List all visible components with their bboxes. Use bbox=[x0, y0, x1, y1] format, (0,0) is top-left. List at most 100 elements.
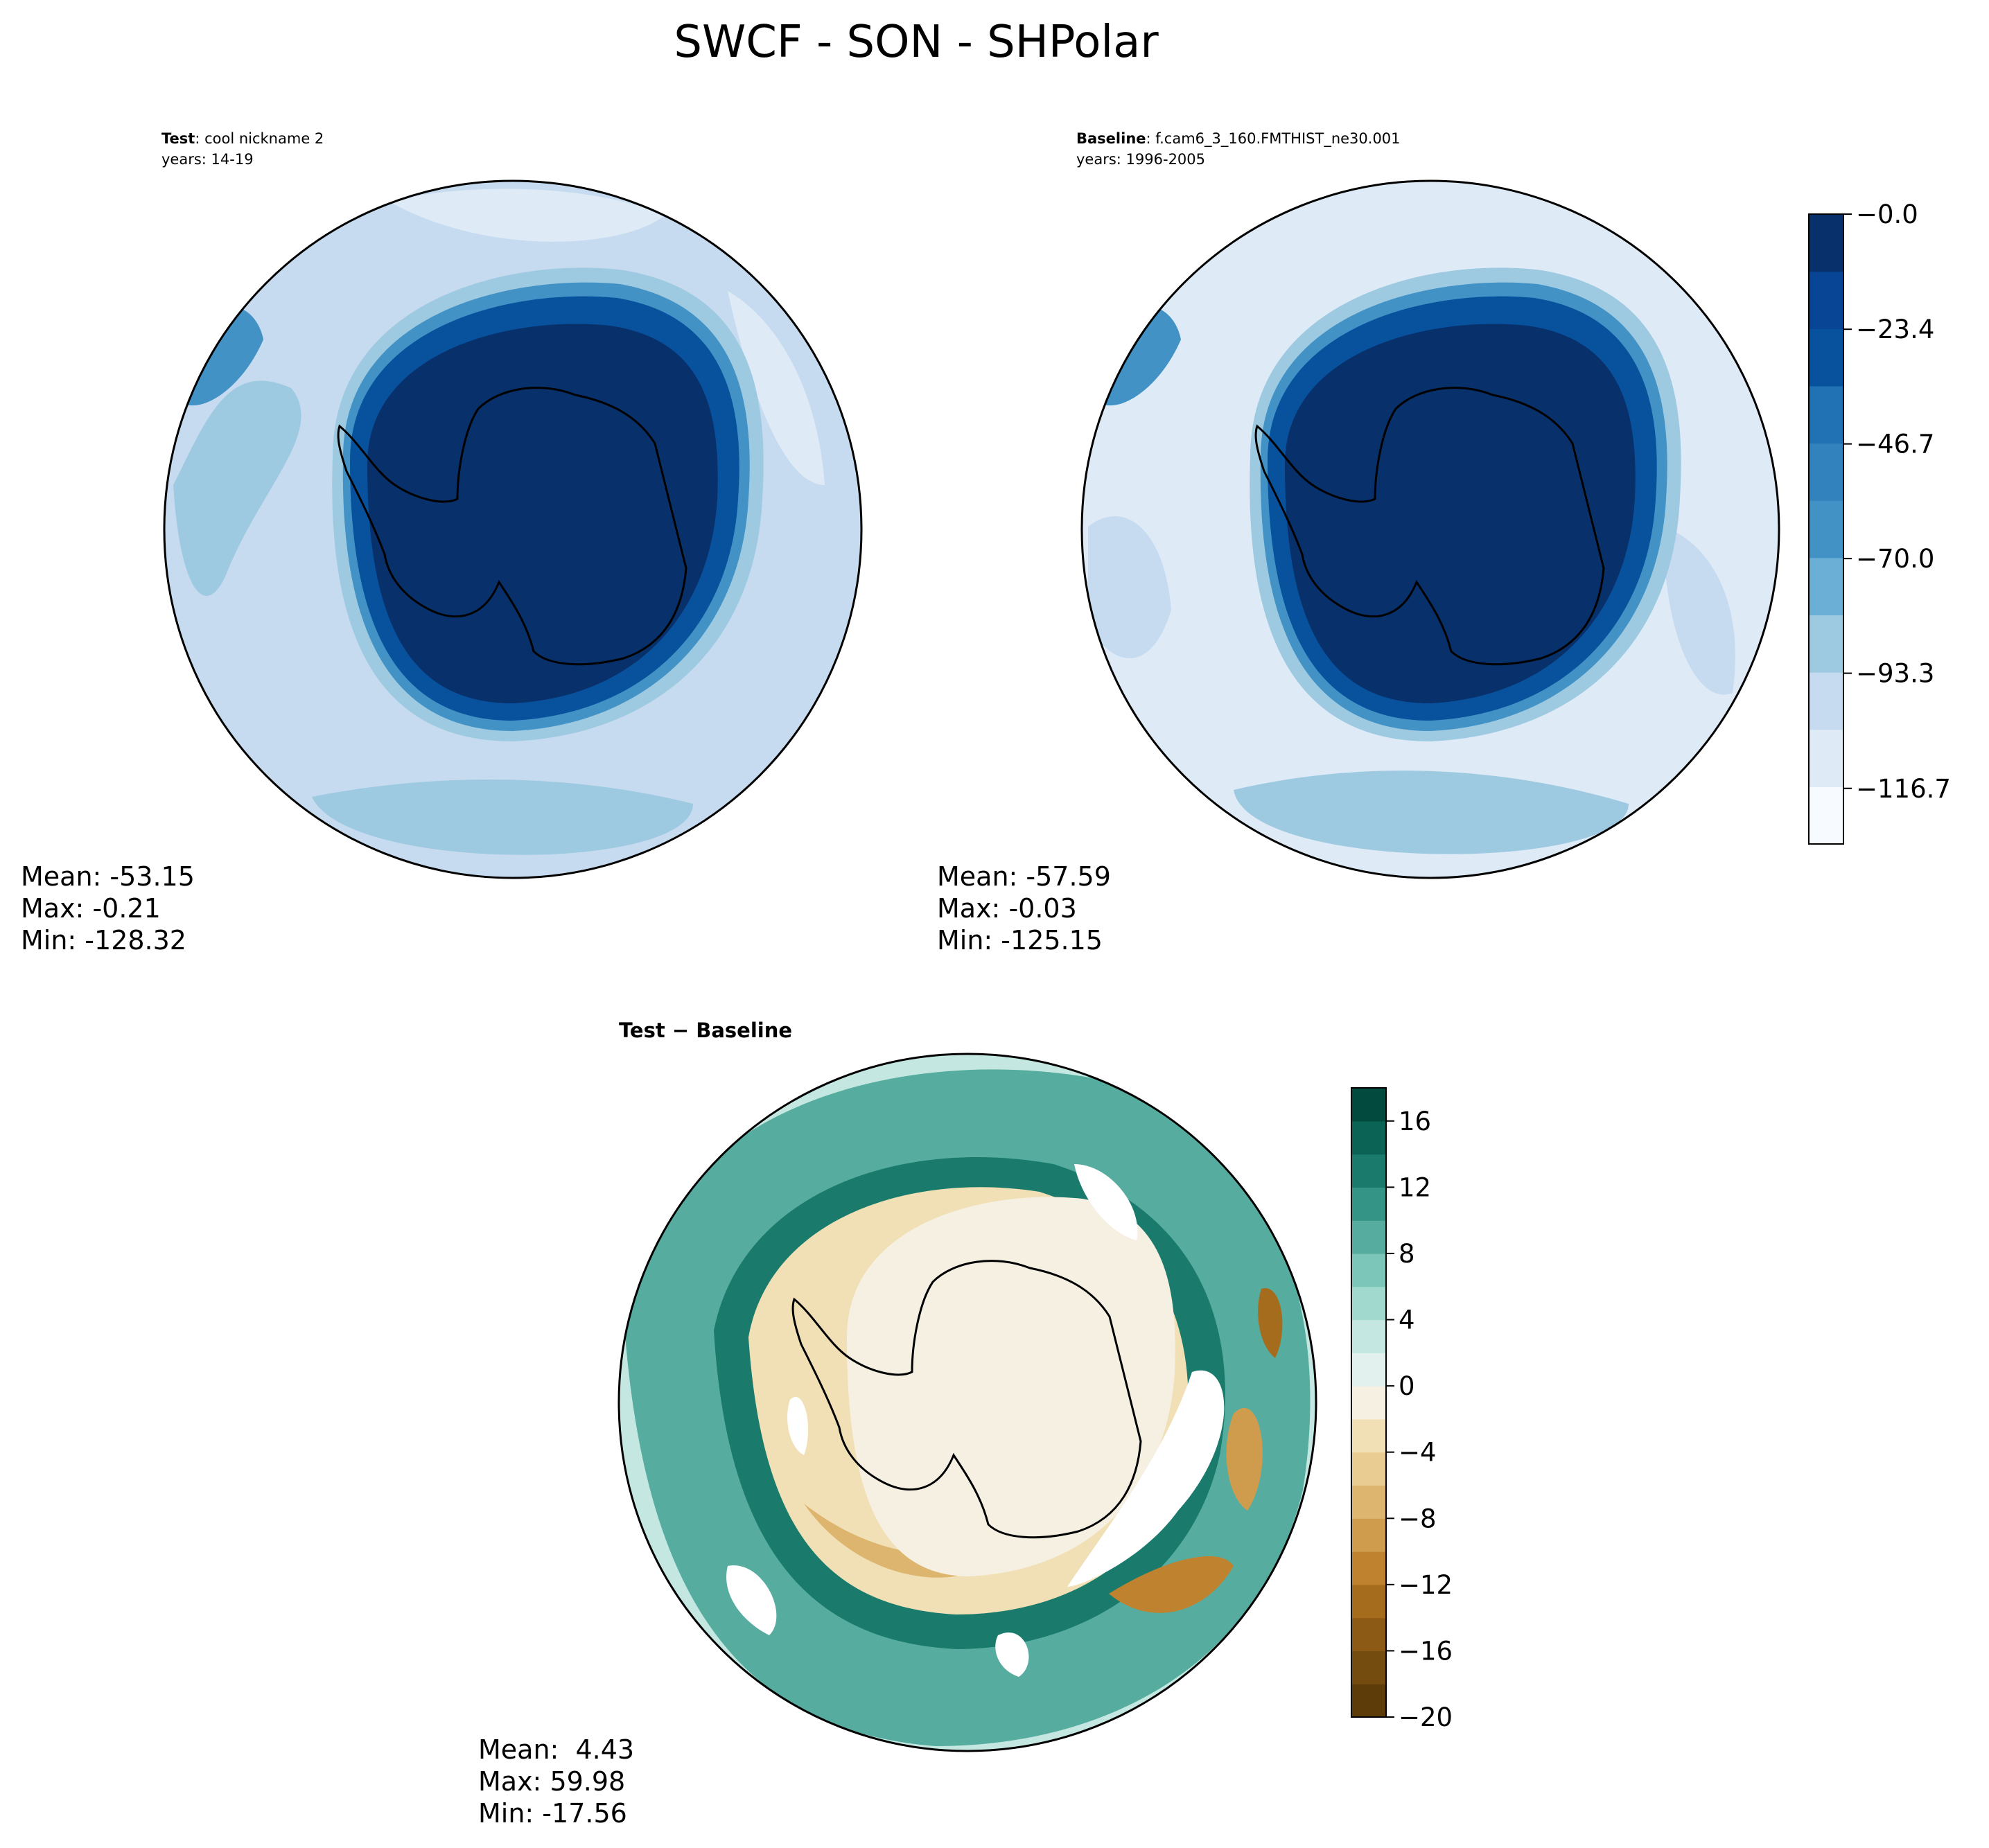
colorbar-brbg-band bbox=[1351, 1452, 1386, 1486]
map-baseline-patch-bottom bbox=[1234, 771, 1629, 854]
figure-title: SWCF - SON - SHPolar bbox=[674, 17, 1159, 68]
colorbar-brbg-tick-label: 12 bbox=[1399, 1172, 1431, 1202]
map-difference-brown-patch-4 bbox=[1226, 1408, 1263, 1511]
colorbar-brbg-tick-label: 0 bbox=[1399, 1371, 1415, 1401]
colorbar-brbg-band bbox=[1351, 1485, 1386, 1519]
map-baseline-patch-right bbox=[1663, 527, 1735, 695]
colorbar-blues-tick-label: −93.3 bbox=[1856, 659, 1934, 689]
colorbar-blues-band bbox=[1809, 500, 1843, 558]
colorbar-blues-band bbox=[1809, 672, 1843, 730]
colorbar-blues-tick-label: −0.0 bbox=[1856, 200, 1918, 229]
colorbar-brbg-tick-label: −4 bbox=[1399, 1438, 1437, 1468]
map-test-polar-cap bbox=[367, 324, 718, 703]
map-test-coastline bbox=[337, 387, 687, 666]
colorbar-blues-band bbox=[1809, 271, 1843, 329]
colorbar-brbg-tick-label: 4 bbox=[1399, 1305, 1415, 1335]
colorbar-brbg-tick-label: 8 bbox=[1399, 1239, 1415, 1269]
map-difference-brown-patch-5 bbox=[1258, 1288, 1283, 1358]
map-test-patch-light bbox=[728, 291, 825, 485]
colorbar-brbg-band bbox=[1351, 1120, 1386, 1155]
colorbar-blues-tick-label: −46.7 bbox=[1856, 430, 1934, 459]
colorbar-blues-frame bbox=[1808, 213, 1844, 845]
colorbar-brbg-band bbox=[1351, 1518, 1386, 1552]
colorbar-brbg-tick-label: −8 bbox=[1399, 1504, 1437, 1533]
map-test-field bbox=[164, 181, 861, 878]
map-difference-brown-patch-3 bbox=[1109, 1556, 1234, 1613]
map-difference-field bbox=[619, 1054, 1316, 1751]
colorbar-brbg-band bbox=[1351, 1684, 1386, 1718]
map-test-boundary bbox=[163, 179, 863, 879]
colorbar-brbg-band bbox=[1351, 1584, 1386, 1619]
map-baseline-polar-cap bbox=[1285, 324, 1636, 703]
map-test-patch-top bbox=[388, 188, 665, 242]
colorbar-brbg-band bbox=[1351, 1187, 1386, 1221]
panel-test-label: Test: cool nickname 2 bbox=[161, 130, 324, 147]
colorbar-blues-band bbox=[1809, 615, 1843, 673]
colorbar-blues-tick-label: −70.0 bbox=[1856, 544, 1934, 574]
panel-baseline-label: Baseline: f.cam6_3_160.FMTHIST_ne30.001 bbox=[1076, 130, 1401, 148]
colorbar-brbg-frame bbox=[1351, 1087, 1387, 1718]
panel-baseline-years: years: 1996-2005 bbox=[1076, 151, 1205, 168]
colorbar-blues-tick-label: −23.4 bbox=[1856, 315, 1934, 344]
map-test-patch-bottom bbox=[312, 780, 693, 855]
map-difference-gap-4 bbox=[787, 1397, 809, 1455]
map-difference-gap-3 bbox=[726, 1565, 777, 1635]
colorbar-brbg-band bbox=[1351, 1286, 1386, 1321]
map-baseline-coastline bbox=[1254, 387, 1605, 666]
colorbar-blues-band bbox=[1809, 557, 1843, 616]
colorbar-brbg-band bbox=[1351, 1319, 1386, 1353]
panel-test-max: Max: -0.21 bbox=[21, 893, 161, 924]
colorbar-brbg-tick-label: −16 bbox=[1399, 1636, 1453, 1666]
panel-baseline: Baseline: f.cam6_3_160.FMTHIST_ne30.001 … bbox=[937, 130, 1951, 956]
map-difference-polar-cap bbox=[847, 1197, 1175, 1576]
colorbar-brbg: −20 −16 −12 −8 −4 0 4 8 12 16 bbox=[1351, 1087, 1453, 1732]
colorbar-blues-tick-label: −116.7 bbox=[1856, 774, 1951, 804]
colorbar-blues-band bbox=[1809, 729, 1843, 787]
colorbar-blues-band bbox=[1809, 443, 1843, 501]
panel-baseline-min: Min: -125.15 bbox=[937, 925, 1103, 956]
panel-difference-mean: Mean: 4.43 bbox=[478, 1734, 634, 1765]
colorbar-brbg-band bbox=[1351, 1353, 1386, 1387]
map-difference-gap-1 bbox=[1074, 1164, 1138, 1240]
panel-test-label-rest: : cool nickname 2 bbox=[195, 130, 324, 147]
panel-baseline-max: Max: -0.03 bbox=[937, 893, 1077, 924]
colorbar-brbg-tick-label: −12 bbox=[1399, 1570, 1453, 1600]
map-test-patch-dark bbox=[173, 380, 301, 596]
colorbar-brbg-band bbox=[1351, 1651, 1386, 1684]
panel-difference-label: Test − Baseline bbox=[619, 1019, 792, 1042]
panel-test-mean: Mean: -53.15 bbox=[21, 861, 195, 892]
map-difference-gap-5 bbox=[995, 1632, 1029, 1677]
panel-baseline-label-rest: : f.cam6_3_160.FMTHIST_ne30.001 bbox=[1146, 130, 1401, 148]
colorbar-brbg-band bbox=[1351, 1386, 1386, 1420]
colorbar-brbg-tick-label: −20 bbox=[1399, 1702, 1453, 1732]
colorbar-brbg-band bbox=[1351, 1617, 1386, 1652]
panel-difference: Test − Baseline Mean: 4.43 Max: 59.98 Mi… bbox=[478, 1019, 1453, 1829]
panel-test-min: Min: -128.32 bbox=[21, 925, 186, 956]
colorbar-blues-band bbox=[1809, 214, 1843, 272]
panel-baseline-label-bold: Baseline bbox=[1076, 130, 1146, 147]
map-baseline-patch-left bbox=[1088, 516, 1171, 658]
colorbar-brbg-band bbox=[1351, 1220, 1386, 1254]
panel-difference-min: Min: -17.56 bbox=[478, 1798, 627, 1829]
colorbar-brbg-band bbox=[1351, 1551, 1386, 1585]
map-difference-gap-2 bbox=[1067, 1370, 1225, 1587]
panel-test-years: years: 14-19 bbox=[161, 151, 254, 168]
map-baseline-boundary bbox=[1080, 179, 1780, 879]
colorbar-brbg-band bbox=[1351, 1253, 1386, 1287]
map-difference-boundary bbox=[617, 1053, 1317, 1752]
colorbar-brbg-band bbox=[1351, 1418, 1386, 1453]
colorbar-brbg-band bbox=[1351, 1154, 1386, 1188]
panel-test-label-bold: Test bbox=[161, 130, 195, 147]
panel-baseline-mean: Mean: -57.59 bbox=[937, 861, 1111, 892]
panel-difference-max: Max: 59.98 bbox=[478, 1766, 625, 1797]
map-difference-coastline bbox=[791, 1260, 1142, 1539]
panel-test: Test: cool nickname 2 years: 14-19 Mean:… bbox=[21, 130, 863, 956]
map-baseline-field bbox=[1082, 181, 1779, 878]
colorbar-brbg-tick-label: 16 bbox=[1399, 1107, 1431, 1136]
colorbar-brbg-band bbox=[1351, 1088, 1386, 1122]
colorbar-blues-band bbox=[1809, 328, 1843, 387]
colorbar-blues-band bbox=[1809, 385, 1843, 444]
colorbar-blues-band bbox=[1809, 786, 1843, 845]
colorbar-blues: −116.7 −93.3 −70.0 −46.7 −23.4 −0.0 bbox=[1808, 200, 1951, 845]
